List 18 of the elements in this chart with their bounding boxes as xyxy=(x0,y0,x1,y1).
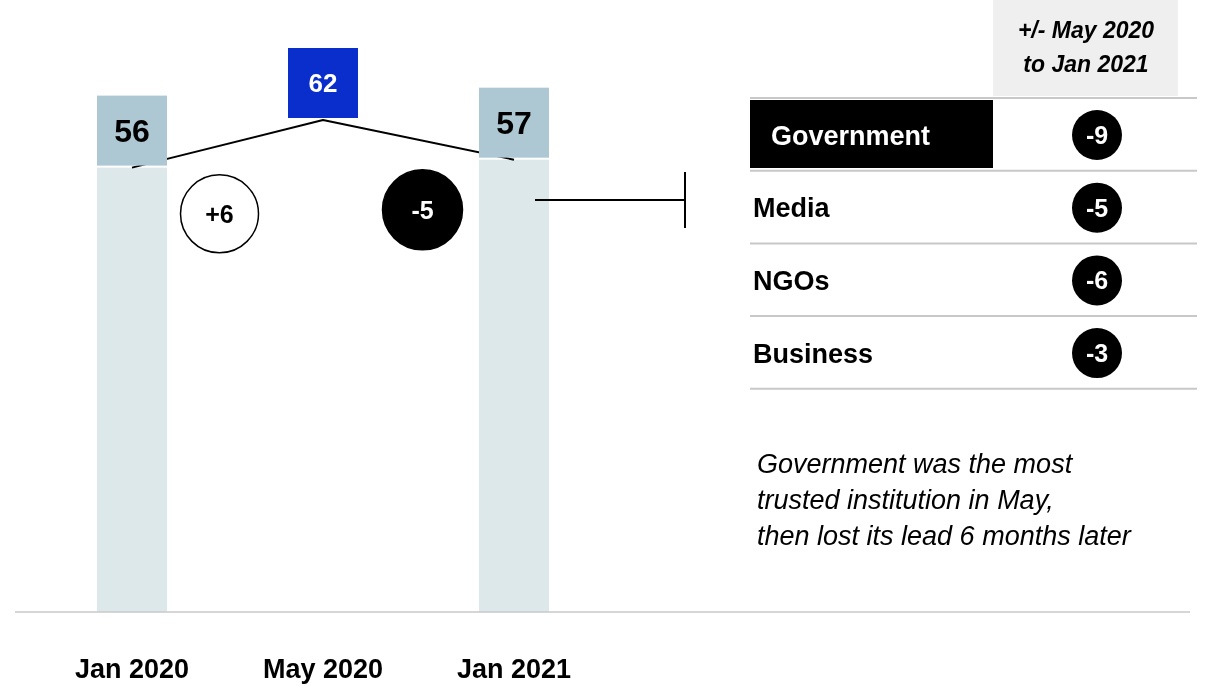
x-tick-label: May 2020 xyxy=(262,653,384,684)
data-label: 56 xyxy=(114,113,150,150)
annotation: +6 xyxy=(205,199,234,228)
x-tick-label: Jan 2021 xyxy=(456,653,572,684)
data-label: -5 xyxy=(1085,193,1109,222)
data-label: -3 xyxy=(1085,339,1109,368)
category-label: Media xyxy=(753,193,831,224)
annotation: -5 xyxy=(411,195,434,224)
data-label: -9 xyxy=(1085,121,1109,149)
text: +/- May 2020 to Jan 2021 xyxy=(1017,17,1155,77)
category-label: NGOs xyxy=(753,266,830,297)
x-tick-label: Jan 2020 xyxy=(74,653,190,684)
category-label: Business xyxy=(753,338,874,369)
data-label: -6 xyxy=(1085,266,1109,295)
category-label: Government xyxy=(771,120,931,151)
data-label: 57 xyxy=(496,105,532,142)
text: Government was the most trusted institution in May, then lost its lead 6 months later xyxy=(757,449,1132,551)
data-label: 62 xyxy=(308,68,338,99)
